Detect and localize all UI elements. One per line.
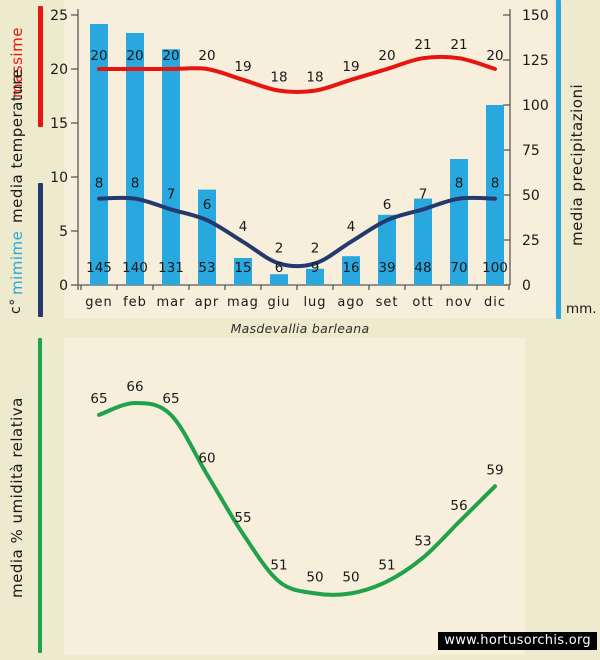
precipitation-value: 48 [414, 260, 431, 276]
precipitation-value: 39 [378, 260, 395, 276]
precipitation-bar [126, 33, 144, 285]
max-temp-value: 20 [198, 48, 215, 64]
precipitation-value: 145 [86, 260, 112, 276]
max-temp-value: 21 [414, 37, 431, 53]
precipitation-bar [234, 258, 252, 285]
max-temp-value: 18 [270, 70, 287, 86]
temp-tick-label: 10 [50, 170, 68, 186]
precipitation-bar [342, 256, 360, 285]
min-temp-value: 8 [95, 176, 104, 192]
humidity-accent-bar [38, 338, 42, 653]
max-temp-value: 21 [450, 37, 467, 53]
month-label: dic [484, 295, 506, 310]
massime-line [97, 54, 497, 94]
min-temp-value: 8 [491, 176, 500, 192]
month-label: feb [123, 295, 147, 310]
month-label: set [376, 295, 399, 310]
min-temp-value: 6 [203, 197, 212, 213]
humidity-value: 66 [126, 379, 143, 395]
humidity-line [97, 400, 497, 597]
precipitation-value: 9 [311, 260, 320, 276]
precipitation-bar [414, 198, 432, 285]
min-temp-value: 8 [131, 176, 140, 192]
humidity-value: 65 [90, 391, 107, 407]
precip-tick-label: 0 [522, 278, 531, 294]
precipitation-value: 53 [198, 260, 215, 276]
max-temp-value: 20 [486, 48, 503, 64]
max-temp-value: 20 [126, 48, 143, 64]
temp-tick-label: 5 [59, 224, 68, 240]
precipitation-bar [486, 105, 504, 285]
min-temp-value: 7 [419, 186, 428, 202]
temp-tick-label: 15 [50, 116, 68, 132]
precipitation-bar [450, 159, 468, 285]
precipitation-bar [198, 189, 216, 285]
precip-tick-label: 100 [522, 98, 549, 114]
max-temp-value: 20 [90, 48, 107, 64]
precipitation-bar [378, 214, 396, 285]
humidity-value: 50 [306, 569, 323, 585]
precipitation-accent-bar [556, 0, 561, 319]
temp-tick-label: 25 [50, 8, 68, 24]
humidity-value: 51 [270, 558, 287, 574]
precip-tick-label: 150 [522, 8, 549, 24]
month-label: mar [157, 295, 186, 310]
min-temp-value: 2 [311, 240, 320, 256]
temp-tick-label: 20 [50, 62, 68, 78]
humidity-value: 51 [378, 558, 395, 574]
precipitation-bar [306, 268, 324, 285]
max-temp-accent-bar [38, 6, 43, 127]
mimime-line [97, 195, 497, 269]
humidity-value: 55 [234, 510, 251, 526]
precipitation-value: 140 [122, 260, 148, 276]
min-temp-value: 7 [167, 186, 176, 202]
humidity-value: 65 [162, 391, 179, 407]
website-watermark: www.hortusorchis.org [438, 632, 597, 650]
month-label: nov [446, 295, 473, 310]
month-label: ott [412, 295, 433, 310]
max-temp-value: 19 [234, 59, 251, 75]
max-temp-value: 19 [342, 59, 359, 75]
month-label: ago [337, 295, 364, 310]
humidity-value: 56 [450, 498, 467, 514]
precipitation-value: 100 [482, 260, 508, 276]
precip-tick-label: 50 [522, 188, 540, 204]
max-temp-value: 18 [306, 70, 323, 86]
humidity-value: 59 [486, 462, 503, 478]
min-temp-value: 2 [275, 240, 284, 256]
precip-tick-label: 75 [522, 143, 540, 159]
humidity-value: 53 [414, 534, 431, 550]
precipitation-value: 131 [158, 260, 184, 276]
millimeters-unit-label: mm. [566, 301, 597, 317]
precip-tick-label: 125 [522, 53, 549, 69]
precipitation-bar [162, 49, 180, 286]
temp-tick-label: 0 [59, 278, 68, 294]
precipitation-value: 70 [450, 260, 467, 276]
month-label: mag [227, 295, 259, 310]
precipitation-value: 6 [275, 260, 284, 276]
precipitation-bar [270, 274, 288, 285]
precip-tick-label: 25 [522, 233, 540, 249]
species-title: Masdevallia barleana [230, 321, 370, 336]
precipitation-bar [90, 24, 108, 285]
humidity-value: 60 [198, 450, 215, 466]
max-temp-value: 20 [162, 48, 179, 64]
min-temp-value: 4 [347, 219, 356, 235]
min-temp-value: 6 [383, 197, 392, 213]
min-temp-accent-bar [38, 183, 43, 317]
max-temp-value: 20 [378, 48, 395, 64]
month-label: gen [85, 295, 113, 310]
precipitation-value: 16 [342, 260, 359, 276]
month-label: lug [303, 295, 326, 310]
humidity-value: 50 [342, 569, 359, 585]
month-label: apr [195, 295, 220, 310]
min-temp-value: 8 [455, 176, 464, 192]
min-temp-value: 4 [239, 219, 248, 235]
humidity-plot-area [64, 338, 525, 655]
precipitation-value: 15 [234, 260, 251, 276]
month-label: giu [267, 295, 290, 310]
